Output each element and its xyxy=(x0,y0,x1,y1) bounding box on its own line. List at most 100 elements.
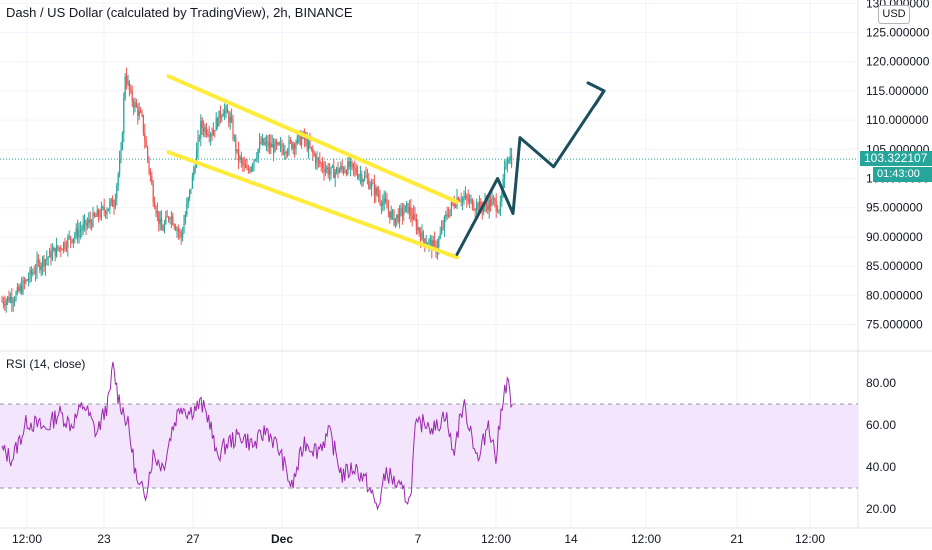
candle-body xyxy=(72,238,74,243)
candle-body xyxy=(488,199,490,211)
candle-body xyxy=(44,259,46,267)
candle-body xyxy=(42,258,44,267)
candle-body xyxy=(336,167,338,172)
candle-body xyxy=(148,158,150,171)
candle-body xyxy=(16,287,18,294)
candle-body xyxy=(382,202,384,207)
candle-body xyxy=(65,247,67,249)
candle-body xyxy=(257,149,259,158)
candle-body xyxy=(337,167,339,174)
candle-body xyxy=(32,272,34,274)
candle-body xyxy=(417,227,419,230)
candle-body xyxy=(43,258,45,267)
candle-body xyxy=(56,245,58,257)
candle-body xyxy=(414,213,416,220)
last-price-tag: 103.322107 xyxy=(860,151,932,166)
candle-body xyxy=(221,116,223,118)
candle-body xyxy=(299,133,301,145)
candle-body xyxy=(86,223,88,226)
price-tick-label: 85.000000 xyxy=(866,259,923,273)
time-tick-label: 12:00 xyxy=(12,532,42,546)
candle-body xyxy=(88,219,90,224)
candle-body xyxy=(462,198,464,202)
candle-body xyxy=(64,242,66,248)
candle-body xyxy=(158,211,160,224)
candle-body xyxy=(37,260,39,262)
candle-body xyxy=(378,194,380,197)
candle-body xyxy=(411,215,413,220)
candle-body xyxy=(238,149,240,161)
candle-body xyxy=(361,174,363,182)
candle-body xyxy=(231,116,233,122)
candle-body xyxy=(443,217,445,229)
candle-body xyxy=(460,200,462,202)
candle-body xyxy=(203,127,205,132)
time-tick-label: 12:00 xyxy=(795,532,825,546)
candle-body xyxy=(74,235,76,239)
candle-body xyxy=(29,269,31,279)
candle-body xyxy=(106,210,108,215)
candle-body xyxy=(499,201,501,211)
candle-body xyxy=(99,216,101,218)
candle-body xyxy=(372,183,374,185)
candle-body xyxy=(194,167,196,170)
candle-body xyxy=(9,296,11,302)
candle-body xyxy=(1,301,3,303)
candle-body xyxy=(278,142,280,145)
candle-body xyxy=(275,141,277,145)
candle-body xyxy=(439,233,441,239)
candle-body xyxy=(8,296,10,302)
candle-body xyxy=(268,142,270,148)
candle-body xyxy=(147,147,149,159)
candle-body xyxy=(123,97,125,134)
candle-body xyxy=(291,141,293,149)
candle-body xyxy=(243,164,245,166)
candle-body xyxy=(459,200,461,202)
time-tick-label: 21 xyxy=(730,532,744,546)
candle-body xyxy=(380,202,382,207)
candle-body xyxy=(385,198,387,203)
candle-body xyxy=(112,199,114,207)
candle-body xyxy=(326,167,328,170)
candle-body xyxy=(197,137,199,150)
candle-body xyxy=(329,171,331,175)
candle-body xyxy=(235,137,237,152)
candle-body xyxy=(320,163,322,165)
candle-body xyxy=(68,236,70,238)
candle-body xyxy=(225,107,227,110)
candle-body xyxy=(152,184,154,203)
candle-body xyxy=(159,218,161,224)
candle-body xyxy=(260,142,262,144)
currency-badge[interactable]: USD xyxy=(878,5,910,24)
candle-body xyxy=(210,134,212,137)
candle-body xyxy=(396,214,398,219)
candle-body xyxy=(46,258,48,260)
candle-body xyxy=(445,214,447,218)
candle-body xyxy=(358,175,360,178)
candle-body xyxy=(151,176,153,185)
price-tick-label: 125.000000 xyxy=(866,26,930,40)
candle-body xyxy=(476,203,478,210)
candle-body xyxy=(296,135,298,144)
candle-body xyxy=(453,203,455,207)
candle-body xyxy=(184,215,186,223)
price-tick-label: 95.000000 xyxy=(866,201,923,215)
candle-body xyxy=(292,144,294,149)
candle-body xyxy=(343,168,345,173)
candle-body xyxy=(254,159,256,161)
candle-body xyxy=(183,222,185,233)
candle-body xyxy=(366,176,368,179)
candle-body xyxy=(305,138,307,140)
candle-body xyxy=(261,138,263,144)
rsi-tick-label: 60.00 xyxy=(866,418,896,432)
candle-body xyxy=(47,257,49,259)
candle-body xyxy=(264,142,266,145)
candle-body xyxy=(341,166,343,169)
candle-body xyxy=(149,170,151,177)
candle-body xyxy=(120,149,122,160)
candle-body xyxy=(110,199,112,203)
candle-body xyxy=(371,183,373,188)
candle-body xyxy=(30,269,32,274)
candle-body xyxy=(53,247,55,252)
